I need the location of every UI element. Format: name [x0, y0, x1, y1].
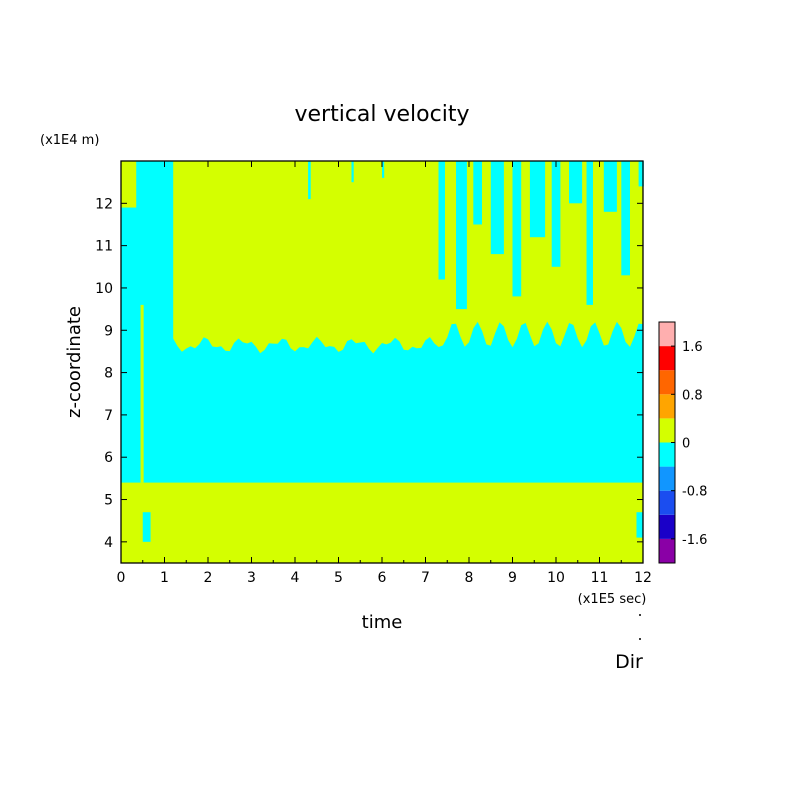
streak-10	[621, 161, 630, 276]
x-axis-label: time	[362, 612, 403, 633]
chart-title: vertical velocity	[294, 102, 469, 127]
region-upper-layer	[173, 161, 643, 354]
streak-13	[351, 161, 354, 183]
x-tick-label-10: 10	[547, 570, 565, 586]
x-tick-label-12: 12	[634, 570, 652, 586]
colorbar-swatch-9	[659, 322, 675, 347]
colorbar-label-3: -0.8	[682, 485, 707, 500]
streak-8	[586, 161, 593, 305]
x-tick-label-3: 3	[247, 570, 256, 586]
y-unit-label: (x1E4 m)	[40, 133, 99, 148]
x-tick-label-5: 5	[334, 570, 343, 586]
streak-11	[638, 161, 644, 187]
streak-4	[512, 161, 522, 297]
y-tick-label-10: 10	[95, 281, 113, 297]
streak-1	[456, 161, 467, 310]
colorbar-swatch-8	[659, 346, 675, 371]
streak-2	[473, 161, 482, 225]
colorbar-swatch-6	[659, 394, 675, 419]
x-tick-label-7: 7	[421, 570, 430, 586]
footer-dot-1	[639, 614, 641, 616]
x-tick-label-6: 6	[378, 570, 387, 586]
x-tick-label-4: 4	[291, 570, 300, 586]
streak-9	[603, 161, 617, 212]
colorbar-label-1: 0.8	[682, 388, 703, 403]
footer-dir-label: Dir	[615, 651, 643, 673]
x-tick-label-1: 1	[160, 570, 169, 586]
colorbar-swatch-4	[659, 442, 675, 467]
colorbar-label-2: 0	[682, 437, 690, 452]
x-unit-label: (x1E5 sec)	[578, 592, 647, 607]
colorbar-swatch-1	[659, 514, 675, 539]
colorbar-label-4: -1.6	[682, 533, 707, 548]
colorbar-label-0: 1.6	[682, 340, 703, 355]
colorbar-swatch-3	[659, 466, 675, 491]
early-top-patch	[121, 161, 137, 208]
x-tick-label-11: 11	[591, 570, 609, 586]
streak-14	[382, 161, 385, 178]
colorbar-swatch-7	[659, 370, 675, 395]
thin-plume	[140, 304, 144, 483]
streak-0	[438, 161, 445, 280]
y-axis-label: z-coordinate	[64, 306, 85, 418]
y-tick-label-12: 12	[95, 196, 113, 212]
x-tick-label-9: 9	[508, 570, 517, 586]
colorbar: 1.6 0.8 0 -0.8 -1.6	[658, 321, 707, 564]
y-tick-label-8: 8	[104, 366, 113, 382]
y-tick-label-11: 11	[95, 239, 113, 255]
y-tick-label-9: 9	[104, 323, 113, 339]
x-tick-label-0: 0	[117, 570, 126, 586]
y-tick-label-4: 4	[104, 535, 113, 551]
y-tick-label-7: 7	[104, 408, 113, 424]
colorbar-swatch-0	[659, 538, 675, 563]
cyan-pocket-2	[636, 512, 643, 538]
cyan-pocket-1	[142, 512, 151, 542]
streak-5	[529, 161, 546, 238]
x-tick-label-2: 2	[204, 570, 213, 586]
footer-dot-2	[639, 638, 641, 640]
plot-area	[121, 161, 644, 563]
y-tick-label-5: 5	[104, 493, 113, 509]
streak-12	[308, 161, 311, 200]
colorbar-swatch-5	[659, 418, 675, 443]
x-tick-label-8: 8	[465, 570, 474, 586]
colorbar-swatch-2	[659, 490, 675, 515]
streak-7	[569, 161, 583, 204]
x-axis: 0 1 2 3 4 5 6 7 8 9 10 11 12	[117, 161, 652, 586]
y-tick-label-6: 6	[104, 450, 113, 466]
streak-6	[551, 161, 561, 267]
y-axis: 4 5 6 7 8 9 10 11 12	[95, 196, 643, 551]
streak-3	[490, 161, 504, 255]
